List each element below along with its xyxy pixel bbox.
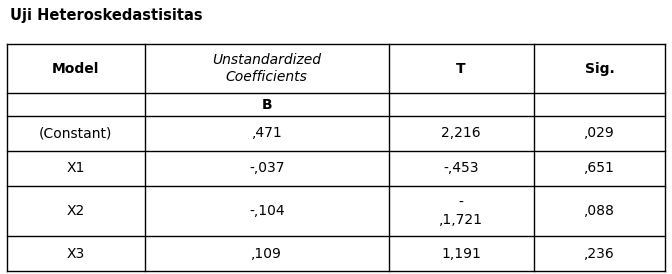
Text: T: T	[456, 61, 466, 76]
Text: -,104: -,104	[249, 204, 285, 218]
Text: Sig.: Sig.	[585, 61, 614, 76]
Text: ,109: ,109	[251, 247, 282, 261]
Text: -,453: -,453	[444, 161, 479, 175]
Text: Uji Heteroskedastisitas: Uji Heteroskedastisitas	[10, 8, 203, 23]
Text: Model: Model	[52, 61, 99, 76]
Text: X3: X3	[67, 247, 85, 261]
Text: ,651: ,651	[584, 161, 615, 175]
Text: (Constant): (Constant)	[39, 127, 112, 141]
Text: 2,216: 2,216	[442, 127, 481, 141]
Text: X1: X1	[67, 161, 85, 175]
Text: 1,191: 1,191	[442, 247, 481, 261]
Text: ,471: ,471	[251, 127, 282, 141]
Text: X2: X2	[67, 204, 85, 218]
Text: ,088: ,088	[584, 204, 615, 218]
Text: ,029: ,029	[584, 127, 615, 141]
Text: B: B	[261, 98, 272, 112]
Text: ,236: ,236	[584, 247, 615, 261]
Text: -
,1,721: - ,1,721	[439, 195, 483, 227]
Text: Unstandardized
Coefficients: Unstandardized Coefficients	[212, 53, 321, 84]
Text: -,037: -,037	[249, 161, 285, 175]
